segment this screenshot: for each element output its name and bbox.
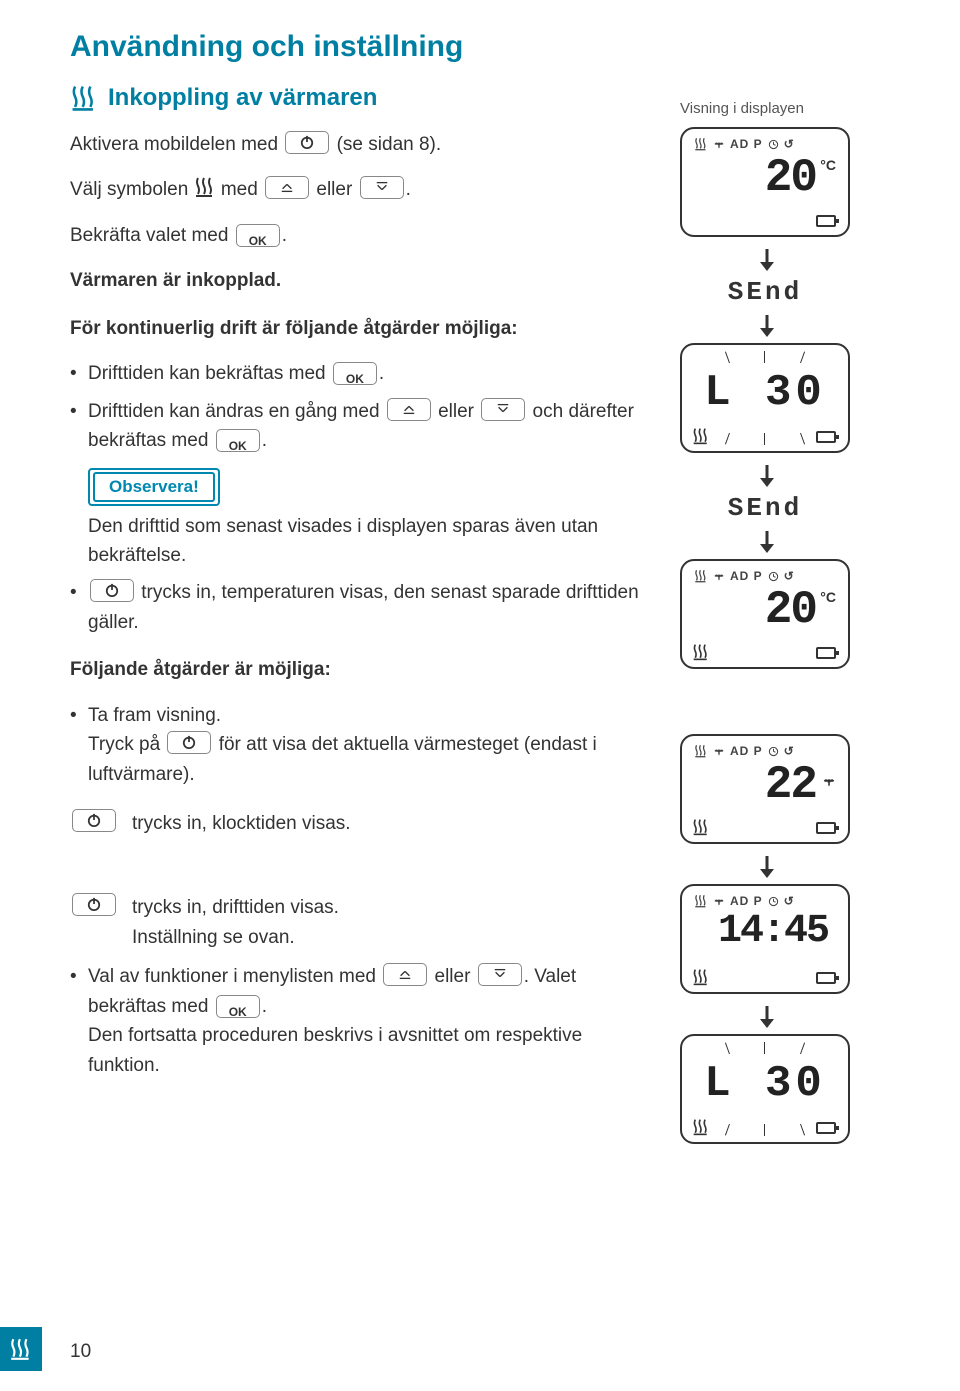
bullet-show-display: Ta fram visning. Tryck på för att visa d… <box>70 701 650 789</box>
intro-text: Aktivera mobildelen med (se sidan 8). <box>70 130 650 159</box>
arrow-down-icon <box>755 247 779 271</box>
power-button-icon <box>72 809 116 832</box>
page-number: 10 <box>70 1341 91 1363</box>
sidebar-heat-tab <box>0 1327 42 1371</box>
power-button-icon <box>167 731 211 754</box>
battery-icon <box>816 972 836 984</box>
arrow-down-icon <box>755 1004 779 1028</box>
display-heat-step-22: AD P ↺ 22 <box>680 734 850 844</box>
up-button-icon <box>383 963 427 986</box>
down-button-icon <box>481 398 525 421</box>
send-text: SEnd <box>680 493 850 523</box>
heat-icon <box>692 427 710 445</box>
heat-icon <box>70 84 98 112</box>
heater-on-text: Värmaren är inkopplad. <box>70 266 650 295</box>
display-temp-20b: AD P ↺ 20 °C <box>680 559 850 669</box>
section-subtitle: Inkoppling av värmaren <box>70 84 650 112</box>
down-button-icon <box>478 963 522 986</box>
bullet-power-temp: trycks in, temperaturen visas, den senas… <box>70 578 650 637</box>
heat-icon <box>692 818 710 836</box>
ok-button-icon: OK <box>236 224 280 247</box>
arrow-down-icon <box>755 854 779 878</box>
heat-icon <box>694 137 708 151</box>
arrow-down-icon <box>755 529 779 553</box>
up-button-icon <box>265 176 309 199</box>
clock-icon <box>768 139 779 150</box>
power-button-icon <box>285 131 329 154</box>
confirm-text: Bekräfta valet med OK. <box>70 221 650 250</box>
battery-icon <box>816 1122 836 1134</box>
row-clock: trycks in, klocktiden visas. <box>70 809 650 838</box>
fan-icon <box>713 745 725 757</box>
arrow-down-icon <box>755 313 779 337</box>
heat-icon <box>694 744 708 758</box>
up-button-icon <box>387 398 431 421</box>
bullet-runtime-change: Drifttiden kan ändras en gång med eller … <box>70 397 650 456</box>
display-temp-20: AD P ↺ 20 °C <box>680 127 850 237</box>
battery-icon <box>816 215 836 227</box>
fan-icon <box>713 138 725 150</box>
page-title: Användning och inställning <box>70 30 650 64</box>
fan-icon <box>822 774 836 791</box>
heat-icon <box>694 569 708 583</box>
display-clock-1445: AD P ↺ 14:45 <box>680 884 850 994</box>
display-column-label: Visning i displayen <box>680 100 910 117</box>
power-button-icon <box>90 579 134 602</box>
ok-button-icon: OK <box>333 362 377 385</box>
heat-icon <box>194 176 216 198</box>
heat-icon <box>692 643 710 661</box>
clock-icon <box>768 896 779 907</box>
bullet-runtime-confirm: Drifttiden kan bekräftas med OK. <box>70 359 650 388</box>
fan-icon <box>713 895 725 907</box>
select-symbol-text: Välj symbolen med eller . <box>70 175 650 204</box>
fan-icon <box>713 570 725 582</box>
ok-button-icon: OK <box>216 995 260 1018</box>
display-runtime-l30b: L 30 <box>680 1034 850 1144</box>
send-text: SEnd <box>680 277 850 307</box>
note-box: Observera! <box>88 468 220 506</box>
ok-button-icon: OK <box>216 429 260 452</box>
clock-icon <box>768 571 779 582</box>
row-runtime: trycks in, drifttiden visas. Inställning… <box>70 893 650 952</box>
arrow-down-icon <box>755 463 779 487</box>
down-button-icon <box>360 176 404 199</box>
heat-icon <box>692 968 710 986</box>
section2-heading: Följande åtgärder är möjliga: <box>70 655 650 684</box>
display-runtime-l30: L 30 <box>680 343 850 453</box>
battery-icon <box>816 822 836 834</box>
battery-icon <box>816 431 836 443</box>
continuous-heading: För kontinuerlig drift är följande åtgär… <box>70 314 650 343</box>
heat-icon <box>692 1118 710 1136</box>
bullet-menu-functions: Val av funktioner i menylisten med eller… <box>70 962 650 1080</box>
note-text: Den drifttid som senast visades i displa… <box>70 512 650 571</box>
clock-icon <box>768 746 779 757</box>
power-button-icon <box>72 893 116 916</box>
battery-icon <box>816 647 836 659</box>
heat-icon <box>694 894 708 908</box>
